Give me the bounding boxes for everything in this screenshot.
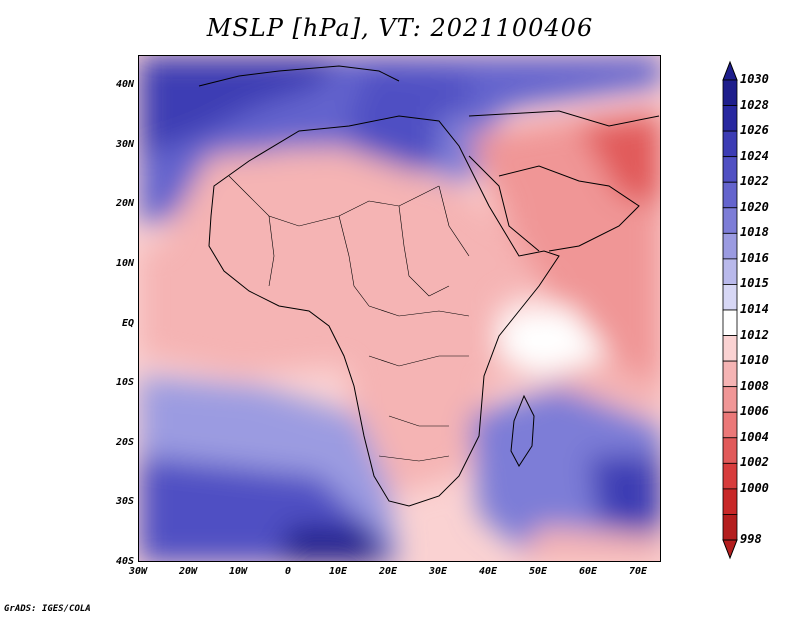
colorbar-label: 1030 (740, 72, 769, 86)
pressure-map (138, 55, 661, 562)
colorbar-segment (722, 156, 738, 183)
colorbar-segment (722, 488, 738, 515)
colorbar-segment (722, 105, 738, 132)
colorbar-segment (722, 130, 738, 158)
lat-label: 40S (115, 556, 134, 567)
colorbar-segment (722, 207, 738, 234)
colorbar-segment (722, 181, 738, 209)
colorbar-label: 1004 (740, 429, 769, 444)
colorbar-bottom-arrow (722, 539, 738, 560)
colorbar-label: 1016 (740, 250, 769, 265)
colorbar-label: 998 (740, 532, 762, 546)
colorbar-label: 1002 (740, 455, 769, 470)
colorbar-segment (722, 284, 738, 311)
lon-label: 40E (478, 566, 498, 577)
chart-title: MSLP [hPa], VT: 2021100406 (206, 14, 594, 42)
colorbar-label: 1015 (740, 276, 769, 291)
colorbar-segment (722, 335, 738, 362)
colorbar-segment (722, 360, 738, 388)
lon-label: 0 (284, 566, 292, 577)
map-canvas (139, 56, 660, 561)
colorbar-label: 1010 (740, 353, 769, 368)
colorbar-label: 1000 (740, 480, 769, 495)
colorbar-label: 1008 (740, 378, 769, 393)
lat-label: 40N (115, 79, 134, 90)
colorbar-segment (722, 309, 738, 336)
colorbar-label: 1006 (740, 404, 769, 419)
lon-label: 70E (628, 566, 648, 577)
colorbar-segment (722, 386, 738, 413)
lat-label: 20S (115, 436, 134, 448)
colorbar-segment (722, 411, 738, 439)
lon-label: 20E (378, 566, 398, 577)
colorbar-label: 1024 (740, 148, 769, 163)
colorbar-label: 1022 (740, 174, 769, 189)
lon-label: 10W (228, 566, 248, 577)
lat-label: 20N (115, 198, 134, 210)
colorbar-label: 1014 (740, 302, 769, 316)
lon-label: 30E (428, 566, 448, 577)
coastlines (198, 65, 660, 507)
lon-label: 20W (178, 566, 198, 577)
colorbar-label: 1028 (740, 97, 769, 112)
colorbar-label: 1018 (740, 225, 769, 240)
lon-label: 10E (328, 566, 348, 577)
pressure-field (139, 56, 660, 561)
credit-text: GrADS: IGES/COLA (4, 604, 91, 614)
colorbar-label: 1020 (740, 199, 769, 214)
borders (228, 175, 470, 462)
colorbar-segment (722, 462, 738, 490)
lon-label: 30W (128, 566, 148, 577)
lat-label: 30N (115, 138, 134, 150)
colorbar-label: 1026 (740, 123, 769, 138)
lat-label: 10N (115, 257, 134, 269)
lat-label: 30S (115, 496, 134, 508)
lat-label: 10S (115, 377, 134, 389)
colorbar-label: 1012 (740, 327, 769, 342)
colorbar-segment (722, 79, 738, 106)
lat-label: EQ (121, 317, 134, 329)
colorbar-segment (722, 514, 738, 541)
lon-label: 50E (528, 566, 548, 577)
colorbar-segment (722, 232, 738, 260)
colorbar-segment (722, 437, 738, 464)
lon-label: 60E (578, 566, 598, 577)
colorbar-segment (722, 258, 738, 285)
colorbar-top-arrow (722, 60, 738, 81)
